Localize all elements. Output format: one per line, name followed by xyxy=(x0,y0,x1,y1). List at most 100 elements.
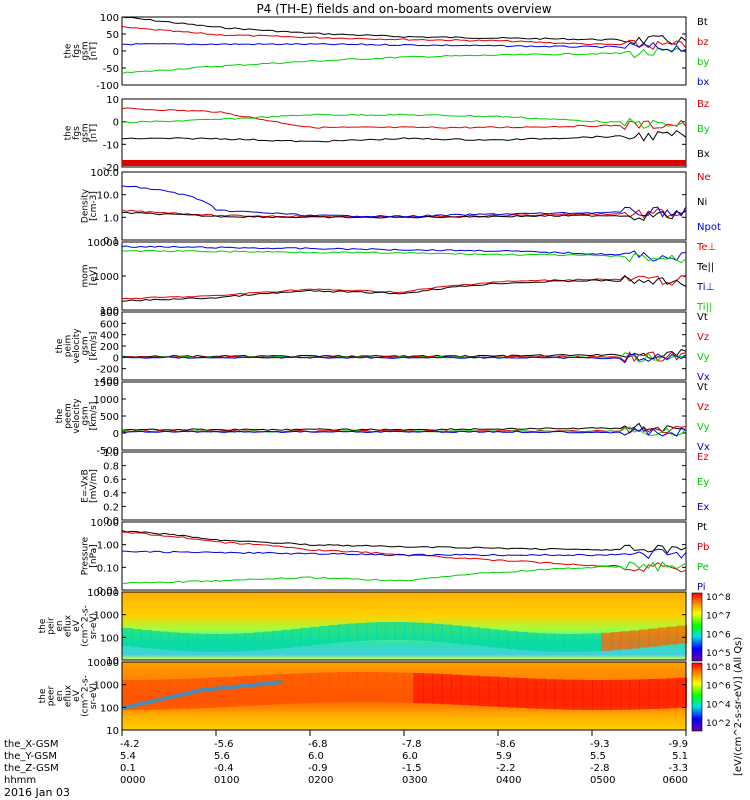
spectrogram-cell xyxy=(140,630,152,648)
spectrogram-cell xyxy=(592,680,603,710)
ylabel: E=-VxB xyxy=(81,469,91,503)
colorbar-tick-label: 10^2 xyxy=(706,719,731,729)
spectrogram-cell xyxy=(563,634,575,652)
ytick-label: 600 xyxy=(100,319,119,330)
spectrogram-cell xyxy=(385,622,396,640)
ytick-label: 0 xyxy=(113,429,119,440)
ytick-label: 10 xyxy=(106,726,119,737)
colorbar-tick-label: 10^7 xyxy=(706,612,731,622)
spectrogram-cell xyxy=(357,672,368,702)
ylabel: Density xyxy=(81,188,91,223)
ylabel: [km/s] xyxy=(89,332,99,361)
ephemeris-value: 0.1 xyxy=(120,763,136,774)
spectrogram-cell xyxy=(432,673,443,704)
legend-Pb: Pb xyxy=(697,542,709,553)
spectrogram-cell xyxy=(206,634,217,652)
spectrogram-cell xyxy=(244,633,255,651)
spectrogram-cell xyxy=(366,672,377,702)
spectrogram-cell xyxy=(479,628,490,647)
ytick-label: 100 xyxy=(100,306,119,317)
series-line-Vy xyxy=(121,426,687,437)
ytick-label: 0.6 xyxy=(103,475,119,486)
series-line-Ti⊥ xyxy=(121,245,687,262)
ytick-label: -400 xyxy=(96,376,119,387)
colorbar-tick-label: 10^6 xyxy=(706,630,731,640)
ylabel: sr-eV) xyxy=(89,683,99,709)
panel-9: 10000 1000 100 10 thepeirenefluxeV(cm^2-s-sr… xyxy=(38,588,731,667)
spectrogram-cell xyxy=(281,673,293,704)
spectrogram-cell xyxy=(657,678,669,709)
series-line-Vx xyxy=(121,353,687,364)
colorbar-tick-label: 10^8 xyxy=(706,593,731,603)
spectrogram-cell xyxy=(460,675,471,706)
legend-Bt: Bt xyxy=(697,17,708,28)
colorbar-tick-label: 10^8 xyxy=(706,663,731,673)
spectrogram-cell xyxy=(498,630,509,649)
spectrogram-cell xyxy=(375,622,387,641)
spectrogram-cell xyxy=(122,680,133,710)
spectrogram-cell xyxy=(554,679,565,710)
legend-Ne: Ne xyxy=(697,172,711,183)
spectrogram-cell xyxy=(488,676,499,707)
spectrogram-cell xyxy=(451,674,462,705)
ephemeris-value: -5.6 xyxy=(214,739,234,750)
spectrogram-cell xyxy=(347,672,358,702)
spectrogram-cell xyxy=(122,628,133,646)
legend-Ex: Ex xyxy=(697,502,709,513)
ylabel: [km/s] xyxy=(89,402,99,431)
ylabel: eV xyxy=(72,619,82,632)
panel-frame xyxy=(121,98,687,168)
series-line-Bz xyxy=(121,107,687,131)
series-line-Pe xyxy=(122,561,687,584)
ephemeris-value: 0500 xyxy=(590,775,615,786)
colorbar-tick-label: 10^5 xyxy=(706,649,731,659)
spectrogram-cell xyxy=(234,676,246,707)
spectrogram-cell xyxy=(441,624,452,643)
spectrogram-cell xyxy=(676,625,687,644)
ytick-label: -100 xyxy=(96,81,119,92)
spectrogram-cell xyxy=(234,633,246,652)
ytick-label: 100.0 xyxy=(90,168,119,179)
ephemeris-value: 5.1 xyxy=(672,751,688,762)
spectrogram-cell xyxy=(648,679,659,709)
ylabel: Pressure xyxy=(81,536,91,575)
ephemeris-value: 0200 xyxy=(308,775,333,786)
spectrogram-cell xyxy=(159,631,170,650)
ytick-label: -500 xyxy=(96,446,119,457)
ephemeris-value: 0600 xyxy=(663,775,688,786)
ylabel: sr-eV) xyxy=(89,613,99,639)
spectrogram-cell xyxy=(169,679,180,710)
spectrogram-cell xyxy=(150,679,161,710)
ytick-label: 500 xyxy=(100,412,119,423)
spectrogram-cell xyxy=(516,631,528,650)
ytick-label: 200 xyxy=(100,342,119,353)
ylabel: gsm xyxy=(81,41,91,60)
spectrogram-cell xyxy=(460,626,471,645)
panel-4: 10000 1000 100 mom[eV] Te⊥ Te|| Ti⊥ Ti|| xyxy=(81,238,717,317)
spectrogram-cell xyxy=(573,679,584,710)
spectrogram-cell xyxy=(601,680,612,710)
spectrogram-cell xyxy=(216,677,227,708)
spectrogram-cell xyxy=(281,629,293,648)
spectrogram-feature xyxy=(121,680,283,710)
spectrogram-cell xyxy=(291,673,302,704)
ylabel: peir xyxy=(47,617,57,635)
legend-Vy: Vy xyxy=(697,422,710,433)
spectrogram-cell xyxy=(140,679,152,710)
ylabel: [nT] xyxy=(89,124,99,142)
series-line-Pi xyxy=(121,548,687,560)
ylabel: mom xyxy=(81,264,91,287)
spectrogram-cell xyxy=(347,623,358,642)
ylabel: gsm xyxy=(81,336,91,355)
ylabel: gsm xyxy=(81,406,91,425)
spectrogram-cell xyxy=(272,630,283,649)
series-line-Ti|| xyxy=(121,249,687,264)
series-line-Bx xyxy=(121,129,687,143)
spectrogram-cell xyxy=(319,672,330,703)
legend-Vt: Vt xyxy=(697,382,708,393)
spectrogram-cell xyxy=(187,633,199,652)
legend-Bx: Bx xyxy=(697,149,710,160)
legend-Vx: Vx xyxy=(697,372,710,383)
spectrogram-cell xyxy=(629,630,640,649)
